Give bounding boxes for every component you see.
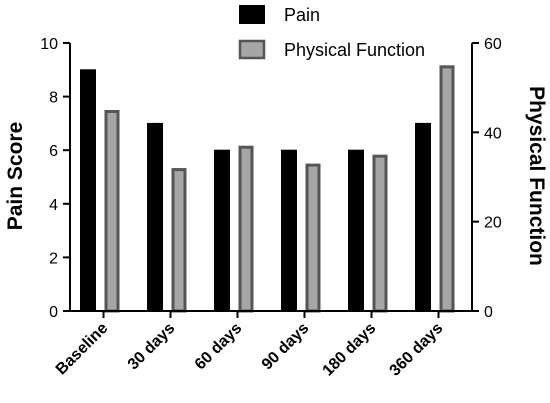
y-tick-label: 2 [49,250,58,267]
y-axis-ticks: 0 2 4 6 8 10 [40,36,70,321]
y2-axis-title: Physical Function [525,86,548,266]
legend-label-physical-function: Physical Function [284,40,425,60]
bar-pain [348,149,364,312]
legend-swatch-pain [239,5,265,24]
legend: Pain Physical Function [238,5,425,60]
bar-pain [80,69,96,312]
bar-pain [281,149,297,312]
bar-physical-function [372,154,388,313]
bar-physical-function [305,163,321,313]
x-tick-label: Baseline [53,320,112,379]
y2-tick-label: 40 [484,125,502,142]
y-tick-label: 0 [49,304,58,321]
x-tick-label: 180 days [320,320,380,380]
y-axis-title: Pain Score [4,122,27,231]
x-tick-label: 60 days [192,320,246,374]
bar-physical-function [238,145,254,313]
category-labels: Baseline 30 days 60 days 90 days 180 days 360… [53,320,447,380]
y-tick-label: 4 [49,197,58,214]
y-tick-label: 10 [40,36,58,53]
legend-swatch-physical-function [238,39,266,60]
y2-axis-ticks: 0 20 40 60 [472,36,502,321]
bar-physical-function [104,110,120,313]
bar-pain [214,149,230,312]
y2-tick-label: 20 [484,215,502,232]
x-tick-label: 360 days [387,320,447,380]
x-tick-label: 30 days [125,320,179,374]
bar-physical-function [439,65,455,313]
bar-pain [147,122,163,312]
y2-tick-label: 0 [484,304,493,321]
legend-label-pain: Pain [284,5,320,25]
bar-physical-function [171,168,187,313]
y-tick-label: 8 [49,90,58,107]
y2-tick-label: 60 [484,36,502,53]
x-tick-label: 90 days [259,320,313,374]
bar-pain [415,122,431,312]
bars [80,65,455,318]
y-tick-label: 6 [49,143,58,160]
